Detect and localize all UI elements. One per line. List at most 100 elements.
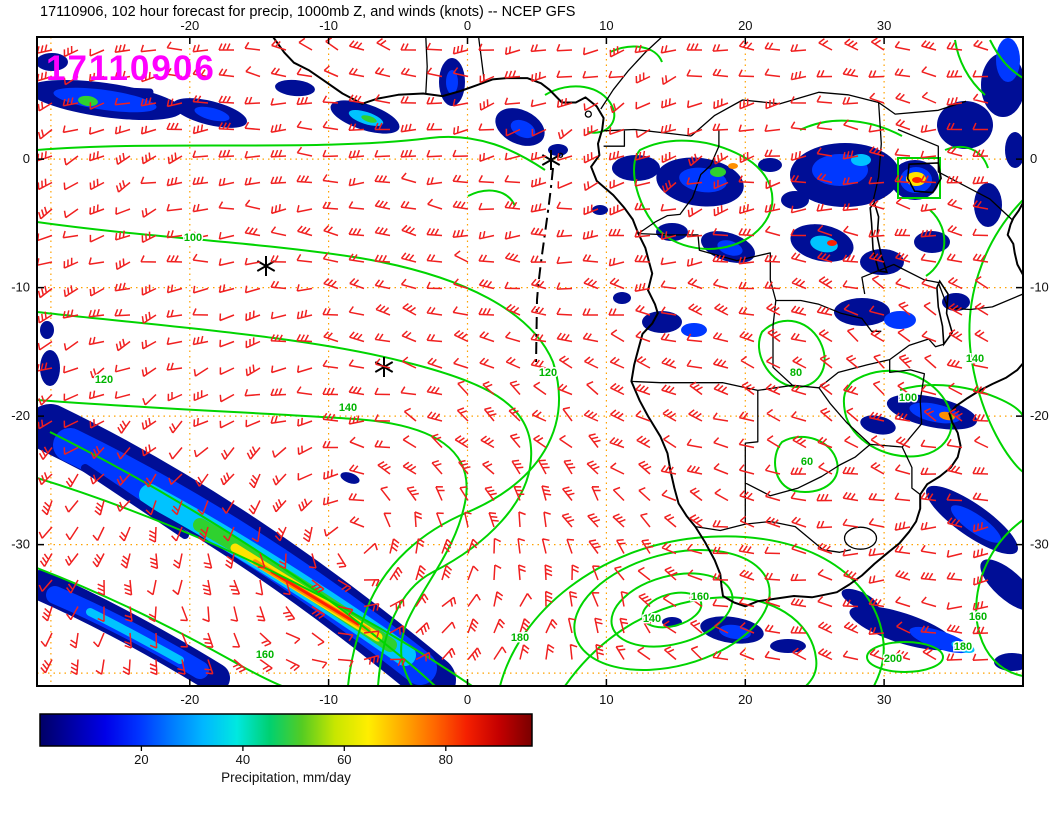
- x-tick-bottom: 0: [464, 692, 471, 707]
- precip-band: [86, 608, 184, 664]
- precip-blob: [950, 505, 1002, 543]
- colorbar-tick-label: 40: [236, 752, 250, 767]
- precip-blob: [937, 101, 993, 149]
- chart-title: 17110906, 102 hour forecast for precip, …: [40, 4, 575, 20]
- precip-blob: [758, 158, 782, 172]
- contour-label: 100: [184, 232, 202, 244]
- precip-blob: [656, 223, 688, 241]
- height-contour: [757, 319, 826, 389]
- x-tick-bottom: -20: [180, 692, 199, 707]
- y-tick-right: -10: [1030, 280, 1049, 295]
- precip-blob: [40, 321, 54, 339]
- x-tick-bottom: -10: [319, 692, 338, 707]
- coastline-path: [272, 37, 1023, 608]
- height-contour: [37, 399, 468, 686]
- precip-blob: [994, 653, 1023, 671]
- timestamp-overlay: 17110906: [46, 49, 216, 88]
- height-contour: [633, 139, 774, 250]
- x-tick-bottom: 10: [599, 692, 613, 707]
- y-tick-left: -10: [11, 280, 30, 295]
- contour-label: 100: [899, 392, 917, 404]
- closed-contour: [866, 641, 944, 673]
- precip-blob: [951, 640, 975, 654]
- precip-blob: [781, 191, 809, 209]
- x-tick-top: -10: [319, 18, 338, 33]
- height-contour: [954, 39, 986, 96]
- x-tick-top: 30: [877, 18, 891, 33]
- contour-label: 60: [801, 456, 813, 468]
- height-contour: [799, 119, 903, 137]
- coastline-layer: [272, 37, 1023, 608]
- contour-label: 160: [256, 649, 274, 661]
- colorbar-tick-label: 20: [134, 752, 148, 767]
- precip-blob: [851, 154, 871, 166]
- height-contour: [774, 435, 839, 493]
- precip-blob: [446, 70, 458, 94]
- precip-blob: [612, 155, 660, 181]
- precip-blob: [912, 177, 922, 183]
- colorbar-caption: Precipitation, mm/day: [221, 770, 351, 785]
- precip-blob: [710, 167, 726, 177]
- height-contour: [944, 145, 989, 169]
- precipitation-layer: [37, 38, 1023, 686]
- precip-blob: [681, 323, 707, 337]
- colorbar-tick-label: 60: [337, 752, 351, 767]
- asterisk-marker: [256, 256, 276, 276]
- precip-blob: [275, 79, 315, 97]
- precip-band: [81, 464, 189, 539]
- contour-label: 200: [884, 653, 902, 665]
- height-contour: [842, 369, 953, 458]
- contour-label: 160: [691, 591, 709, 603]
- colorbar-gradient: [40, 714, 532, 746]
- height-contour: [968, 199, 1023, 473]
- wind-barb-layer: [37, 37, 989, 676]
- colorbar: 20 40 60 80: [39, 713, 533, 767]
- closed-contour: [610, 572, 734, 648]
- x-tick-top: 10: [599, 18, 613, 33]
- colorbar-tick-label: 80: [439, 752, 453, 767]
- precip-blob: [53, 87, 157, 113]
- height-contour: [544, 85, 616, 134]
- precip-blob: [996, 38, 1020, 82]
- precip-blob: [860, 415, 896, 435]
- height-contour-layer: [37, 39, 1023, 686]
- precip-blob: [78, 95, 98, 107]
- contour-label: 140: [339, 402, 357, 414]
- contour-label: 120: [539, 367, 557, 379]
- precip-blob: [728, 163, 738, 169]
- axis-tick-labels: -20 -20 -10 -10 0 0 10 10 20 20 30 30 0 0 -10 -10 -20 -20…: [11, 18, 1049, 707]
- y-tick-right: -20: [1030, 408, 1049, 423]
- precip-blob: [37, 53, 68, 71]
- contour-label-layer: 100 120 140 120 160 180 140 160 80 100 60 140 200 180…: [93, 231, 988, 667]
- x-tick-top: 20: [738, 18, 752, 33]
- wind-barbs-path: [37, 37, 989, 676]
- contour-label: 180: [511, 632, 529, 644]
- plot-frame: [36, 36, 1024, 687]
- precip-band: [270, 570, 360, 626]
- precip-blob: [810, 235, 838, 253]
- precip-blob: [548, 144, 568, 156]
- precip-blob: [194, 106, 230, 122]
- precip-blob: [361, 115, 377, 123]
- precip-blob: [980, 559, 1023, 611]
- precip-blob: [592, 205, 608, 215]
- height-contour: [975, 519, 1023, 677]
- contour-label: 80: [790, 367, 802, 379]
- height-contour: [37, 477, 473, 686]
- contour-label: 140: [643, 613, 661, 625]
- precip-blob: [827, 240, 837, 246]
- y-tick-left: -20: [11, 408, 30, 423]
- x-tick-top: -20: [180, 18, 199, 33]
- colorbar-border: [39, 713, 533, 747]
- contour-label: 140: [966, 353, 984, 365]
- height-contour: [925, 209, 946, 277]
- track-line: [535, 167, 554, 366]
- lesotho-outline: [843, 526, 878, 550]
- precip-blob: [884, 311, 916, 329]
- contour-label: 160: [969, 611, 987, 623]
- island-bioko: [584, 110, 592, 118]
- y-tick-right: 0: [1030, 151, 1037, 166]
- precip-blob: [510, 119, 536, 139]
